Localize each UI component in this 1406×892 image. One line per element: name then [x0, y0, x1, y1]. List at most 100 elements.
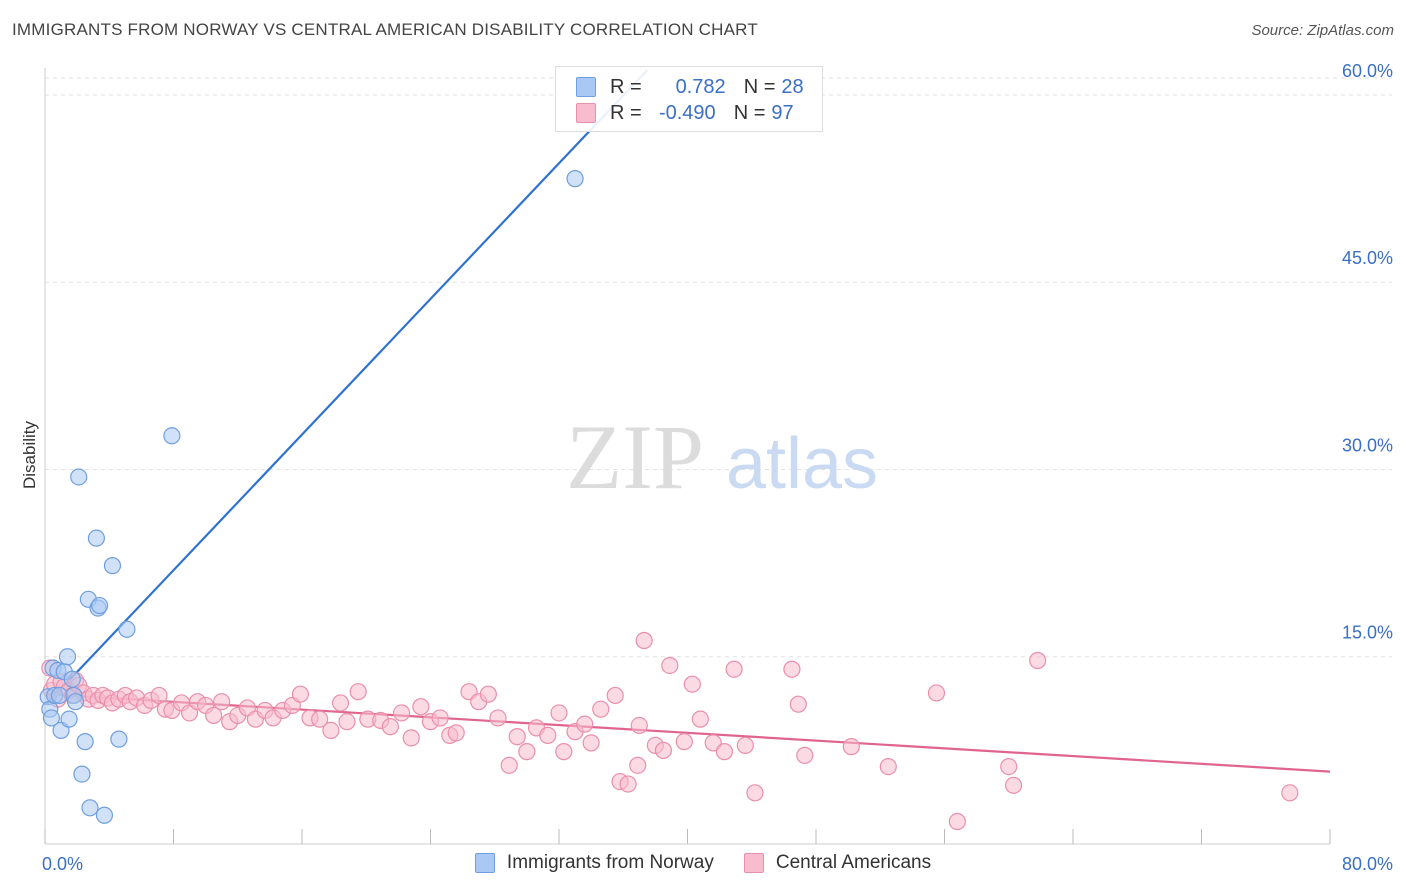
data-point: [1000, 757, 1018, 776]
data-point: [338, 713, 356, 731]
data-point: [58, 648, 77, 666]
data-point: [95, 806, 114, 824]
watermark-atlas: atlas: [726, 424, 878, 504]
n-value: 97: [771, 101, 794, 124]
data-point: [879, 757, 897, 776]
data-point: [842, 738, 860, 756]
y-tick-label: 30.0%: [1342, 435, 1393, 455]
data-point: [150, 686, 168, 705]
data-point: [1029, 651, 1047, 670]
data-point: [392, 704, 411, 722]
data-point: [489, 709, 507, 727]
source-label: Source: ZipAtlas.com: [1251, 22, 1394, 39]
data-point: [87, 529, 106, 547]
data-point: [110, 730, 128, 748]
data-point: [508, 728, 526, 746]
data-point: [675, 733, 693, 751]
data-point: [606, 686, 624, 705]
legend-label-norway: Immigrants from Norway: [506, 852, 714, 873]
data-point: [635, 631, 653, 650]
tick-labels: 15.0% 30.0% 45.0% 60.0% 0.0% 80.0%: [42, 61, 1393, 874]
data-point: [73, 765, 91, 783]
data-point: [331, 694, 350, 712]
data-point: [50, 686, 69, 705]
data-point: [1004, 776, 1023, 794]
data-point: [539, 726, 557, 744]
data-point: [412, 698, 430, 716]
legend-swatch-central-americans: [576, 103, 596, 123]
data-point: [60, 710, 78, 728]
legend-swatch-norway: [474, 853, 495, 873]
data-point: [518, 743, 536, 761]
data-point: [349, 683, 367, 701]
data-point: [796, 746, 814, 764]
n-value: 28: [781, 75, 804, 98]
data-point: [402, 729, 420, 747]
data-point: [118, 620, 136, 638]
gridlines: [45, 77, 1392, 658]
data-point: [555, 743, 573, 761]
legend-swatch-norway: [576, 77, 596, 97]
data-point: [630, 716, 648, 735]
data-point: [566, 170, 584, 188]
data-point: [746, 784, 764, 802]
data-point: [76, 733, 94, 751]
data-point: [291, 685, 309, 703]
data-point: [63, 670, 81, 688]
data-point: [81, 799, 99, 817]
data-point: [205, 706, 223, 725]
legend-swatch-central-americans: [743, 853, 764, 873]
y-tick-label: 60.0%: [1342, 61, 1393, 81]
data-point: [789, 695, 807, 713]
data-point: [715, 743, 734, 761]
series-legend: Immigrants from Norway Central Americans: [0, 852, 1406, 874]
data-point: [381, 718, 399, 736]
data-point: [500, 756, 518, 774]
legend-item-norway[interactable]: Immigrants from Norway: [474, 852, 714, 874]
r-value: -0.490: [658, 101, 716, 124]
data-point: [582, 734, 600, 752]
r-label: R =: [610, 101, 642, 124]
data-point: [447, 724, 465, 742]
data-point: [691, 710, 709, 728]
x-tick-label: 0.0%: [42, 854, 83, 874]
data-point: [322, 721, 340, 739]
data-point: [103, 557, 122, 575]
legend-row-central-americans: R = -0.490 N = 97: [576, 100, 794, 126]
data-point: [619, 775, 637, 793]
legend-item-central-americans[interactable]: Central Americans: [743, 852, 932, 874]
data-point: [1281, 784, 1299, 802]
data-point: [91, 596, 109, 615]
data-point: [163, 427, 181, 445]
data-point: [725, 660, 743, 678]
data-points: [39, 170, 1299, 831]
data-point: [592, 700, 610, 718]
trend-line: [45, 69, 649, 705]
r-value: 0.782: [675, 75, 726, 98]
data-point: [927, 684, 946, 702]
data-point: [213, 693, 231, 711]
data-point: [783, 660, 801, 678]
chart-title: IMMIGRANTS FROM NORWAY VS CENTRAL AMERIC…: [12, 20, 758, 39]
data-point: [654, 741, 673, 759]
data-point: [948, 812, 966, 831]
y-axis-label: Disability: [20, 420, 39, 490]
data-point: [479, 685, 497, 703]
y-tick-label: 45.0%: [1342, 248, 1393, 268]
watermark-zip: ZIP: [566, 406, 704, 508]
data-point: [736, 736, 754, 754]
data-point: [704, 734, 722, 752]
correlation-legend: R = 0.782 N = 28 R = -0.490 N = 97: [555, 66, 823, 132]
legend-label-central-americans: Central Americans: [775, 852, 932, 873]
data-point: [629, 756, 647, 774]
data-point: [683, 675, 701, 693]
x-tick-label: 80.0%: [1342, 854, 1393, 874]
data-point: [550, 704, 568, 722]
watermark: ZIP atlas: [566, 406, 878, 508]
data-point: [661, 656, 679, 675]
r-label: R =: [610, 75, 642, 98]
n-label: N =: [733, 101, 766, 124]
legend-row-norway: R = 0.782 N = 28: [576, 74, 804, 100]
data-point: [66, 693, 85, 711]
